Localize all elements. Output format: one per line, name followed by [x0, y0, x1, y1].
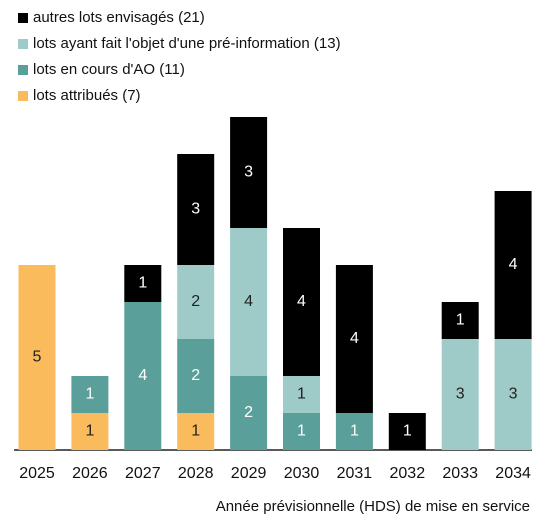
bar-value-label: 3 — [191, 201, 200, 218]
bar-value-label: 2 — [191, 293, 200, 310]
bar-segment — [230, 117, 268, 228]
legend-label: lots en cours d'AO (11) — [33, 61, 185, 78]
bar-segment — [18, 265, 56, 450]
legend-label: autres lots envisagés (21) — [33, 9, 205, 26]
bar-segment — [283, 228, 320, 376]
bar-value-label: 1 — [403, 423, 412, 440]
bar-segment — [494, 191, 532, 339]
bar-value-label: 1 — [297, 423, 306, 440]
bar-segment — [283, 376, 320, 413]
bar-segment — [335, 413, 373, 450]
bar-value-label: 1 — [85, 386, 94, 403]
bar-segment — [230, 228, 268, 376]
x-tick-label: 2025 — [19, 465, 55, 482]
bar-value-label: 4 — [138, 367, 147, 384]
x-tick-label: 2032 — [390, 465, 426, 482]
bar-value-label: 3 — [509, 386, 518, 403]
legend-swatch — [18, 39, 28, 49]
x-tick-label: 2028 — [178, 465, 214, 482]
bar-segment — [283, 413, 320, 450]
legend-label: lots ayant fait l'objet d'une pré-inform… — [33, 35, 341, 52]
bar-value-label: 4 — [244, 293, 253, 310]
bar-segment — [441, 302, 479, 339]
bar-segment — [441, 339, 479, 450]
bar-segment — [71, 376, 109, 413]
bar-value-label: 5 — [33, 349, 42, 366]
bar-value-label: 3 — [244, 164, 253, 181]
bar-segment — [177, 339, 215, 413]
bar-segment — [71, 413, 109, 450]
bar-value-label: 1 — [350, 423, 359, 440]
bar-value-label: 1 — [297, 386, 306, 403]
bar-value-label: 1 — [191, 423, 200, 440]
x-tick-label: 2027 — [125, 465, 161, 482]
bar-value-label: 1 — [138, 275, 147, 292]
bar-segment — [177, 413, 215, 450]
legend-label: lots attribués (7) — [33, 87, 141, 104]
bar-value-label: 3 — [456, 386, 465, 403]
legend-swatch — [18, 65, 28, 75]
x-tick-label: 2033 — [442, 465, 478, 482]
bar-segment — [335, 265, 373, 413]
x-tick-label: 2034 — [495, 465, 531, 482]
x-tick-label: 2029 — [231, 465, 267, 482]
bar-segment — [124, 265, 162, 302]
x-tick-label: 2030 — [284, 465, 320, 482]
legend-swatch — [18, 13, 28, 23]
bar-segment — [230, 376, 268, 450]
bar-value-label: 4 — [350, 330, 359, 347]
bar-segment — [494, 339, 532, 450]
bar-value-label: 1 — [456, 312, 465, 329]
bar-segment — [124, 302, 162, 450]
bar-segment — [177, 265, 215, 339]
x-tick-label: 2026 — [72, 465, 108, 482]
bar-value-label: 2 — [191, 367, 200, 384]
bar-segment — [388, 413, 426, 450]
legend-swatch — [18, 91, 28, 101]
bar-segment — [177, 154, 215, 265]
x-axis-title: Année prévisionnelle (HDS) de mise en se… — [216, 498, 530, 515]
x-tick-label: 2031 — [337, 465, 373, 482]
bar-value-label: 4 — [297, 293, 306, 310]
bar-value-label: 1 — [85, 423, 94, 440]
bar-value-label: 4 — [509, 256, 518, 273]
bar-value-label: 2 — [244, 404, 253, 421]
